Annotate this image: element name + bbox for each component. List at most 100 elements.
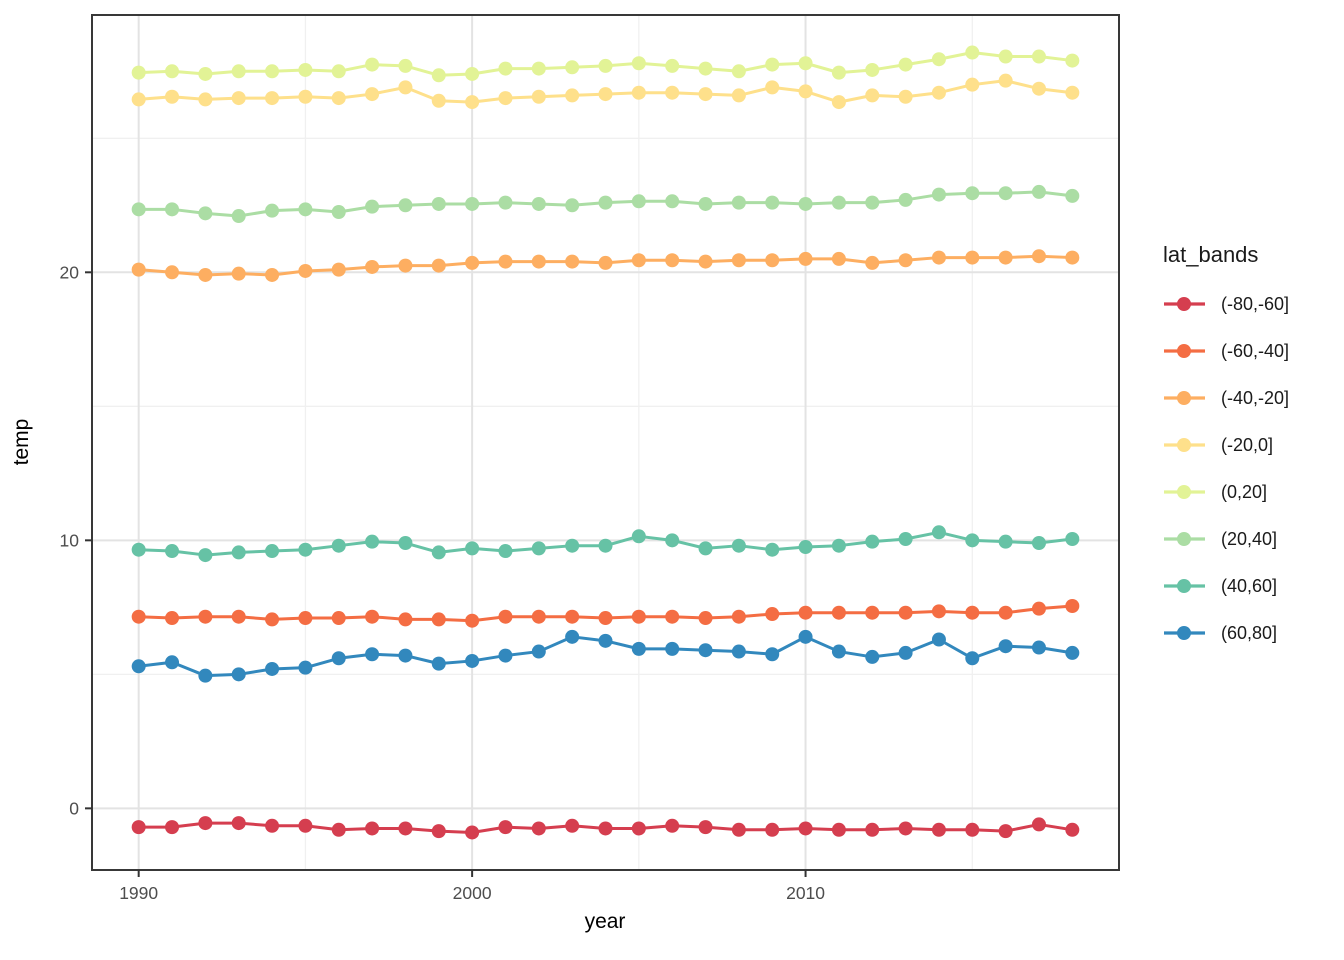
data-point bbox=[431, 93, 446, 108]
data-point bbox=[165, 64, 180, 79]
data-point bbox=[465, 613, 480, 628]
data-point bbox=[998, 73, 1013, 88]
data-point bbox=[798, 196, 813, 211]
legend-title: lat_bands bbox=[1163, 242, 1258, 267]
data-point bbox=[265, 612, 280, 627]
panel-border-layer bbox=[91, 14, 1120, 871]
data-point bbox=[498, 648, 513, 663]
data-point bbox=[998, 186, 1013, 201]
data-point bbox=[565, 198, 580, 213]
data-point bbox=[865, 195, 880, 210]
data-point bbox=[331, 262, 346, 277]
data-point bbox=[1031, 49, 1046, 64]
data-point bbox=[898, 645, 913, 660]
data-point bbox=[131, 202, 146, 217]
data-point bbox=[998, 824, 1013, 839]
data-point bbox=[298, 611, 313, 626]
data-point bbox=[631, 821, 646, 836]
data-point bbox=[265, 661, 280, 676]
legend-label: (0,20] bbox=[1221, 482, 1267, 502]
data-point bbox=[165, 544, 180, 559]
data-point bbox=[1065, 85, 1080, 100]
data-point bbox=[698, 61, 713, 76]
grid-layer bbox=[92, 15, 1119, 870]
data-point bbox=[931, 85, 946, 100]
data-point bbox=[265, 203, 280, 218]
data-point bbox=[565, 88, 580, 103]
data-point bbox=[231, 609, 246, 624]
data-point bbox=[231, 816, 246, 831]
legend-swatch-point bbox=[1177, 344, 1191, 358]
data-point bbox=[665, 641, 680, 656]
data-point bbox=[698, 196, 713, 211]
data-point bbox=[465, 541, 480, 556]
data-point bbox=[298, 818, 313, 833]
data-point bbox=[998, 534, 1013, 549]
data-point bbox=[665, 818, 680, 833]
data-point bbox=[898, 192, 913, 207]
data-point bbox=[731, 88, 746, 103]
data-point bbox=[965, 77, 980, 92]
data-point bbox=[798, 540, 813, 555]
data-point bbox=[165, 202, 180, 217]
data-point bbox=[931, 52, 946, 67]
data-point bbox=[331, 651, 346, 666]
data-point bbox=[598, 633, 613, 648]
data-point bbox=[631, 56, 646, 71]
data-point bbox=[731, 538, 746, 553]
data-point bbox=[331, 611, 346, 626]
data-point bbox=[1065, 250, 1080, 265]
data-point bbox=[565, 609, 580, 624]
data-point bbox=[131, 65, 146, 80]
legend-swatch-point bbox=[1177, 579, 1191, 593]
data-point bbox=[598, 255, 613, 270]
data-point bbox=[665, 85, 680, 100]
data-point bbox=[431, 824, 446, 839]
data-point bbox=[431, 545, 446, 560]
data-point bbox=[131, 262, 146, 277]
legend: lat_bands (-80,-60] (-60,-40] (-40,-20] (-2… bbox=[1163, 242, 1289, 643]
data-point bbox=[498, 820, 513, 835]
data-point bbox=[531, 89, 546, 104]
legend-item: (-80,-60] bbox=[1164, 294, 1289, 314]
data-point bbox=[598, 195, 613, 210]
data-point bbox=[465, 825, 480, 840]
x-axis-title: year bbox=[585, 910, 626, 933]
data-point bbox=[1065, 822, 1080, 837]
data-point bbox=[898, 821, 913, 836]
data-point bbox=[1031, 536, 1046, 551]
data-point bbox=[298, 202, 313, 217]
data-point bbox=[431, 68, 446, 83]
data-point bbox=[265, 64, 280, 79]
data-point bbox=[531, 821, 546, 836]
data-point bbox=[131, 92, 146, 107]
data-point bbox=[865, 88, 880, 103]
data-point bbox=[231, 266, 246, 281]
legend-swatch-point bbox=[1177, 438, 1191, 452]
data-point bbox=[765, 80, 780, 95]
data-point bbox=[398, 198, 413, 213]
data-point bbox=[965, 186, 980, 201]
data-point bbox=[665, 609, 680, 624]
data-point bbox=[798, 821, 813, 836]
data-point bbox=[931, 822, 946, 837]
data-point bbox=[731, 253, 746, 268]
y-tick-label: 0 bbox=[69, 798, 79, 818]
data-point bbox=[631, 609, 646, 624]
data-point bbox=[498, 609, 513, 624]
data-point bbox=[765, 647, 780, 662]
data-point bbox=[765, 607, 780, 622]
series-(-60,-40] bbox=[131, 598, 1080, 628]
data-point bbox=[431, 656, 446, 671]
data-point bbox=[1065, 188, 1080, 203]
data-point bbox=[1031, 81, 1046, 96]
data-point bbox=[531, 541, 546, 556]
data-point bbox=[731, 609, 746, 624]
data-point bbox=[1031, 640, 1046, 655]
data-point bbox=[698, 820, 713, 835]
data-point bbox=[398, 536, 413, 551]
data-point bbox=[365, 87, 380, 102]
data-point bbox=[765, 57, 780, 72]
